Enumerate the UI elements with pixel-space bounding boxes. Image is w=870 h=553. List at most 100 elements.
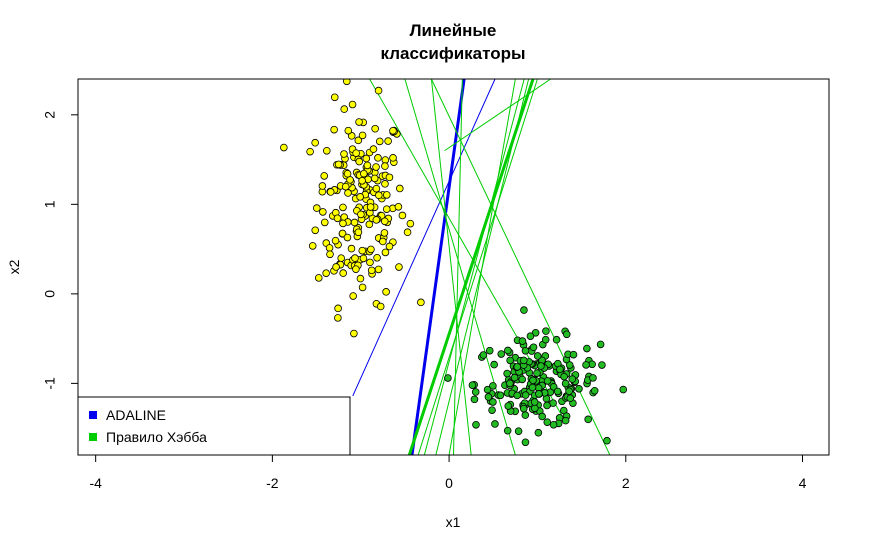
- class1-point: [374, 191, 383, 200]
- class1-point: [352, 265, 360, 273]
- class1-point: [403, 228, 412, 237]
- class1-point: [356, 274, 365, 283]
- class2-point: [565, 361, 574, 369]
- class2-point: [549, 420, 558, 429]
- class1-point: [372, 184, 381, 193]
- class2-point: [566, 394, 575, 403]
- class1-point: [344, 126, 353, 135]
- class1-point: [384, 137, 392, 145]
- legend: ADALINE Правило Хэбба: [77, 396, 351, 456]
- class1-point: [322, 146, 331, 155]
- class1-point: [320, 172, 329, 180]
- class1-point: [375, 137, 384, 146]
- class2-point: [490, 360, 498, 369]
- class2-point: [603, 436, 611, 445]
- class1-point: [354, 136, 363, 145]
- class2-point: [468, 381, 477, 389]
- class2-point: [521, 438, 530, 447]
- class2-point: [489, 398, 497, 406]
- class1-point: [355, 118, 363, 126]
- class2-point: [504, 346, 512, 355]
- class2-point: [535, 390, 543, 398]
- class2-point: [504, 402, 513, 410]
- hebb-line: [430, 79, 472, 455]
- legend-swatch-hebb: [89, 433, 97, 441]
- class2-point: [518, 337, 527, 345]
- x-tick-label: 4: [799, 475, 807, 491]
- legend-box: [77, 396, 351, 456]
- class2-point: [561, 416, 570, 425]
- class2-point: [582, 361, 590, 369]
- class2-point: [552, 335, 561, 344]
- class2-point: [514, 427, 523, 435]
- class2-point: [479, 351, 488, 359]
- x-tick-label: -2: [266, 475, 279, 491]
- classifier-lines: [352, 79, 611, 455]
- class2-point: [506, 379, 514, 388]
- class1-point: [380, 229, 389, 237]
- y-tick-label: 1: [42, 200, 58, 208]
- class1-point: [332, 263, 340, 271]
- class2-point: [519, 404, 528, 413]
- class2-point: [521, 391, 530, 399]
- class1-point: [389, 154, 397, 162]
- class2-point: [521, 347, 530, 355]
- class1-point: [357, 210, 365, 219]
- class2-point: [565, 387, 573, 396]
- class1-point: [344, 189, 352, 197]
- class1-point: [370, 174, 379, 183]
- class2-point: [531, 404, 539, 413]
- class1-point: [354, 228, 363, 237]
- class2-point: [529, 376, 537, 385]
- chart-title-line-1: Линейные: [410, 21, 497, 40]
- class1-point: [358, 131, 367, 140]
- class1-point: [406, 219, 415, 228]
- hebb-line: [423, 79, 525, 455]
- class1-point: [398, 211, 407, 220]
- class2-point: [533, 369, 541, 377]
- class1-point: [381, 162, 389, 170]
- y-tick-label: -1: [42, 377, 58, 390]
- class2-point: [484, 393, 493, 401]
- class1-point: [347, 132, 356, 140]
- class1-point: [396, 184, 404, 193]
- y-axis: -1 0 1 2: [42, 111, 79, 390]
- x-axis-label: x1: [446, 514, 461, 530]
- hebb-line: [444, 79, 551, 152]
- class2-point: [568, 375, 577, 383]
- class1-point: [369, 145, 378, 153]
- class1-point: [351, 254, 359, 262]
- class2-point: [518, 375, 526, 384]
- class1-point: [417, 298, 425, 307]
- class2-point: [543, 401, 551, 410]
- class2-point: [513, 363, 522, 371]
- class1-point: [326, 188, 335, 196]
- class1-point: [311, 226, 320, 235]
- class2-point: [583, 344, 591, 353]
- class1-point: [308, 242, 317, 250]
- class1-point: [333, 214, 342, 223]
- class1-point: [312, 204, 321, 212]
- class1-point: [330, 125, 338, 134]
- class1-point: [343, 233, 352, 242]
- x-tick-label: -4: [89, 475, 102, 491]
- class1-point: [330, 93, 339, 102]
- class1-point: [325, 244, 334, 252]
- class2-point: [590, 387, 599, 395]
- class1-point: [348, 100, 357, 109]
- class1-point: [334, 304, 342, 313]
- class1-point: [374, 154, 382, 162]
- class2-point: [526, 332, 535, 340]
- legend-swatch-adaline: [89, 411, 97, 419]
- class1-point: [322, 269, 330, 277]
- class1-point: [318, 182, 327, 190]
- class1-point: [314, 274, 323, 282]
- class2-point: [503, 369, 511, 378]
- class2-point: [491, 420, 499, 428]
- class2-point: [506, 356, 514, 365]
- class1-point: [394, 203, 403, 211]
- class1-point: [372, 216, 381, 224]
- class2-point: [531, 328, 540, 337]
- hebb-line: [417, 79, 538, 455]
